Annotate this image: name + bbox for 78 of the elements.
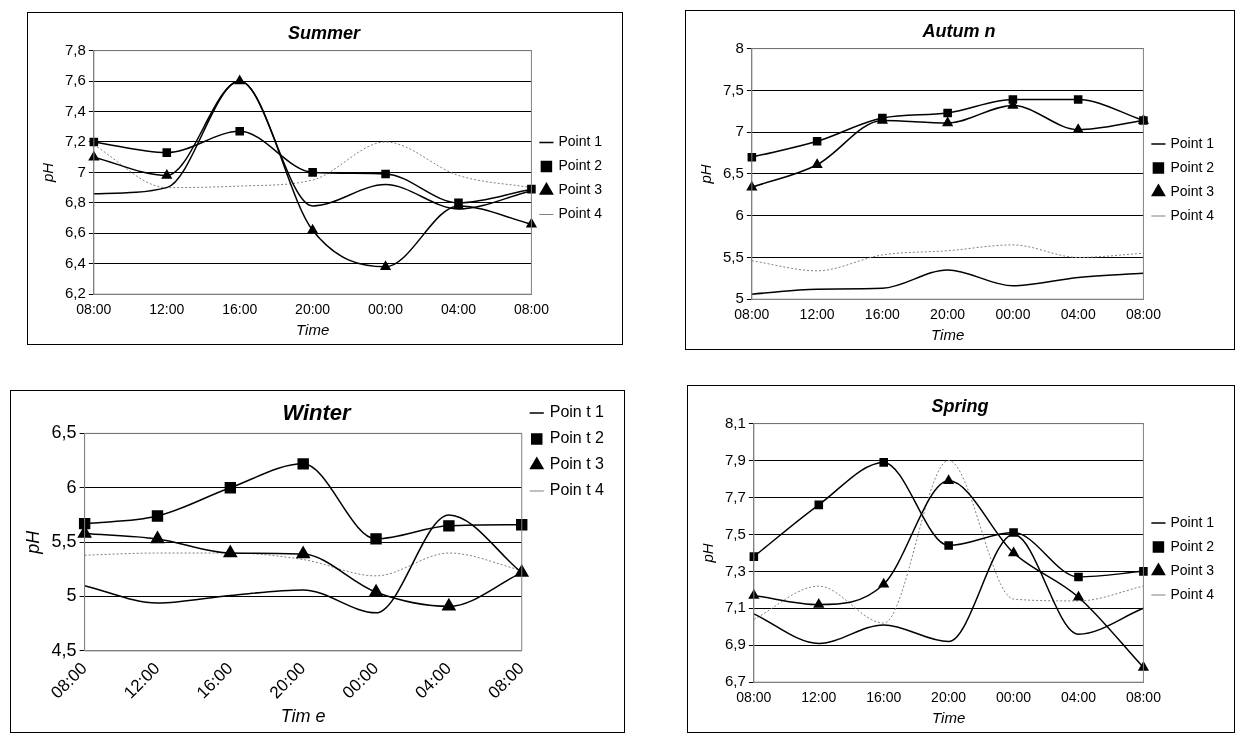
y-tick-label: 8,1 (724, 413, 746, 431)
chart-title: Summer (287, 22, 362, 43)
chart-title: Winter (282, 400, 353, 426)
x-tick-label: 08:00 (513, 301, 550, 318)
y-tick-label: 6,9 (724, 635, 746, 653)
y-axis-title: pH (22, 529, 43, 555)
legend-label: Poin t 3 (549, 455, 605, 473)
x-axis-title: Tim e (280, 706, 326, 727)
chart-title: Autum n (921, 20, 996, 41)
legend-label: Poin t 2 (549, 429, 605, 447)
legend-label: Point 1 (1170, 134, 1215, 151)
y-tick-label: 7,5 (722, 80, 744, 98)
y-tick-label: 6,2 (64, 284, 86, 302)
chart-title: Spring (931, 395, 989, 416)
y-tick-label: 7,4 (64, 101, 86, 119)
y-tick-label: 7 (77, 162, 86, 180)
legend-label: Point 3 (558, 181, 603, 198)
y-axis-title: pH (699, 543, 717, 564)
y-tick-label: 7,1 (724, 598, 746, 616)
legend-label: Point 2 (1170, 158, 1215, 175)
x-tick-label: 20:00 (930, 306, 966, 323)
y-tick-label: 7,6 (64, 71, 86, 89)
legend-label: Point 1 (558, 133, 603, 150)
y-tick-label: 5,5 (51, 531, 77, 552)
legend-label: Point 4 (1170, 585, 1215, 602)
y-tick-label: 7 (735, 122, 744, 140)
legend-label: Point 1 (1170, 513, 1215, 530)
y-tick-label: 6,5 (722, 164, 744, 182)
y-tick-label: 7,5 (724, 524, 746, 542)
x-tick-label: 16:00 (864, 306, 901, 323)
y-tick-label: 6 (735, 205, 744, 223)
y-tick-label: 8 (735, 38, 744, 56)
x-tick-label: 00:00 (368, 301, 404, 318)
x-axis-title: Time (932, 709, 966, 727)
x-tick-label: 04:00 (440, 301, 477, 318)
y-tick-label: 5,5 (722, 247, 744, 265)
y-tick-label: 6 (66, 476, 77, 497)
legend-label: Point 3 (1170, 182, 1215, 199)
x-tick-label: 00:00 (995, 306, 1031, 323)
y-tick-label: 6,5 (51, 422, 77, 443)
y-tick-label: 7,2 (64, 132, 86, 150)
x-tick-label: 12:00 (799, 306, 835, 323)
legend-label: Point 3 (1170, 561, 1215, 578)
x-tick-label: 04:00 (1060, 306, 1096, 323)
y-tick-label: 7,8 (64, 40, 86, 58)
y-tick-label: 6,8 (64, 192, 86, 210)
x-axis-title: Time (296, 321, 330, 339)
x-axis-title: Time (931, 326, 965, 344)
y-tick-label: 5 (66, 585, 77, 606)
legend-label: Point 2 (558, 157, 603, 174)
legend-label: Poin t 4 (549, 481, 605, 499)
y-tick-label: 4,5 (51, 639, 77, 660)
x-tick-label: 12:00 (149, 301, 185, 318)
y-tick-label: 6,4 (64, 253, 86, 271)
y-tick-label: 7,3 (724, 561, 746, 579)
y-tick-label: 7,7 (724, 487, 746, 505)
x-tick-label: 08:00 (1125, 689, 1162, 706)
y-tick-label: 6,7 (724, 672, 746, 690)
x-tick-label: 08:00 (76, 301, 112, 318)
x-tick-label: 16:00 (866, 689, 902, 706)
y-tick-label: 6,6 (64, 223, 86, 241)
x-tick-label: 08:00 (736, 689, 772, 706)
legend-label: Point 4 (558, 205, 603, 222)
legend-label: Point 2 (1170, 537, 1215, 554)
y-tick-label: 5 (735, 289, 744, 307)
y-tick-label: 7,9 (724, 450, 746, 468)
x-tick-label: 08:00 (734, 306, 770, 323)
x-tick-label: 04:00 (1060, 689, 1097, 706)
legend-label: Poin t 1 (549, 403, 605, 421)
x-tick-label: 12:00 (801, 689, 837, 706)
legend-label: Point 4 (1170, 206, 1215, 223)
y-axis-title: pH (39, 162, 57, 183)
x-tick-label: 20:00 (295, 301, 331, 318)
x-tick-label: 00:00 (996, 689, 1032, 706)
x-tick-label: 20:00 (931, 689, 967, 706)
y-axis-title: pH (697, 164, 715, 185)
x-tick-label: 16:00 (222, 301, 258, 318)
x-tick-label: 08:00 (1125, 306, 1162, 323)
